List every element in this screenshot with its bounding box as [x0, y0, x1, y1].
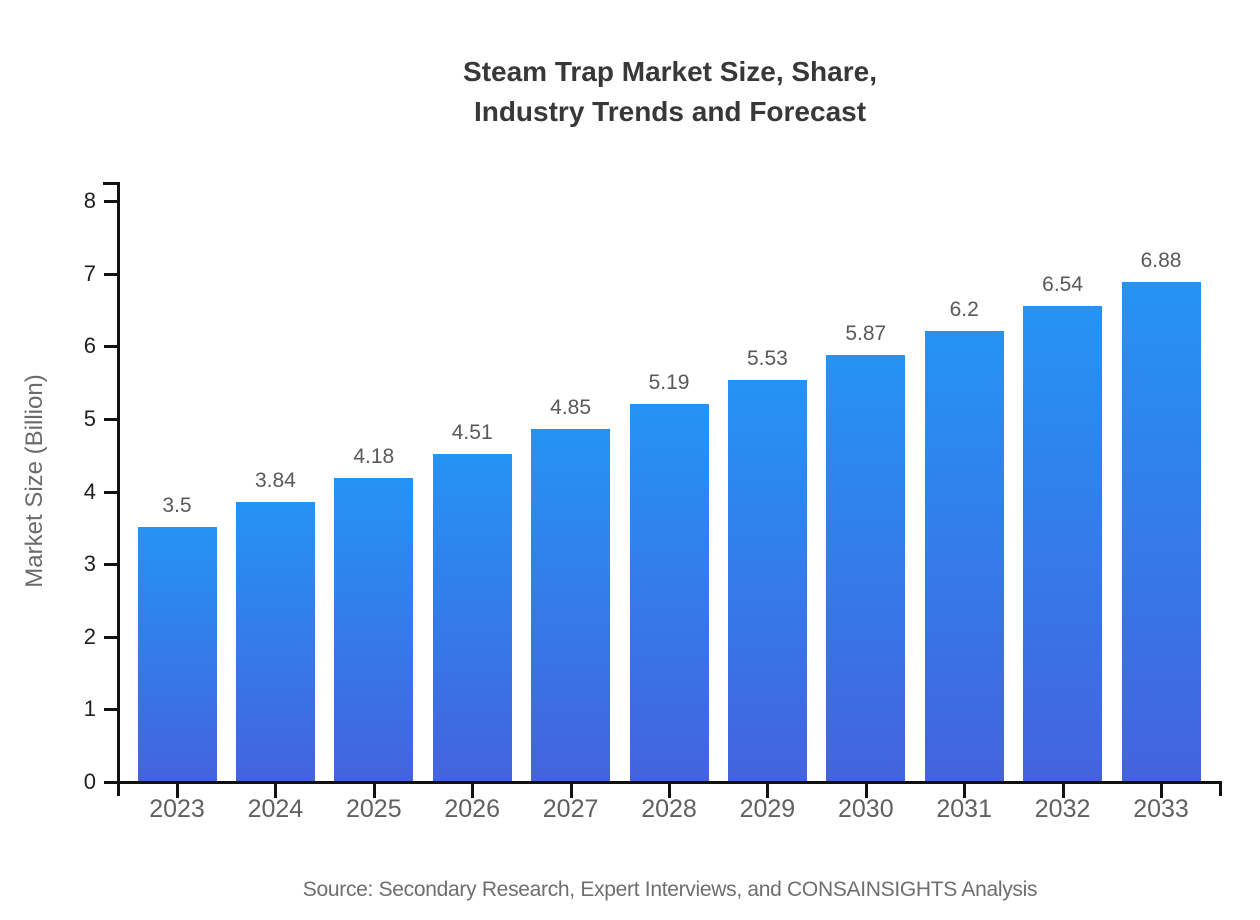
bar: [826, 354, 906, 781]
x-axis-endcap: [1219, 781, 1222, 796]
x-axis-tick: [471, 784, 475, 798]
y-axis-label: Market Size (Billion): [21, 374, 48, 588]
bar: [137, 526, 217, 781]
x-axis-tick-label: 2028: [641, 795, 697, 823]
y-axis-tick: [104, 345, 117, 349]
x-axis-tick: [274, 784, 278, 798]
bar-value-label: 6.88: [1140, 248, 1182, 272]
source-note: Source: Secondary Research, Expert Inter…: [302, 878, 1038, 901]
bar-value-label: 5.87: [845, 321, 887, 345]
x-axis-tick-label: 2023: [149, 795, 205, 823]
x-axis-spine: [117, 781, 1222, 784]
x-axis-tick: [668, 784, 671, 798]
y-axis-tick: [104, 272, 117, 276]
bar-value-label: 3.84: [254, 469, 296, 493]
y-axis-tick: [104, 563, 117, 567]
x-axis-tick-label: 2027: [542, 795, 599, 823]
y-axis-endcap: [103, 182, 117, 185]
x-axis-tick-label: 2029: [739, 795, 796, 823]
bar: [629, 404, 709, 781]
bar-value-label: 5.53: [746, 346, 788, 370]
x-axis-tick-label: 2025: [345, 795, 402, 823]
chart-title-line2: Industry Trends and Forecast: [473, 96, 867, 127]
x-axis-tick-label: 2031: [936, 795, 992, 823]
bar-value-label: 4.85: [550, 395, 592, 419]
x-axis-tick-label: 2030: [837, 795, 894, 823]
y-axis-tick: [104, 200, 117, 204]
y-axis-tick-label: 3: [83, 551, 96, 577]
x-axis-tick: [372, 784, 376, 798]
bar-value-label: 6.2: [949, 297, 979, 321]
chart-title-line1: Steam Trap Market Size, Share,: [463, 56, 877, 87]
bar: [334, 477, 414, 781]
bar: [1023, 306, 1103, 781]
x-axis-tick: [1160, 784, 1163, 798]
y-axis-tick-label: 8: [83, 188, 96, 214]
y-axis-tick-label: 6: [83, 333, 96, 359]
chart-title: Steam Trap Market Size, Share, Industry …: [118, 52, 1222, 132]
x-axis-tick: [766, 784, 770, 798]
bar: [235, 502, 315, 781]
y-axis-tick-label: 1: [83, 696, 96, 722]
bar-value-label: 4.51: [451, 420, 493, 444]
x-axis-tick: [569, 784, 573, 798]
y-axis-tick-label: 2: [83, 623, 96, 649]
y-axis-tick: [104, 708, 117, 712]
bar: [924, 330, 1004, 781]
x-axis-tick-label: 2033: [1133, 795, 1189, 823]
bar-value-label: 5.19: [648, 371, 690, 395]
x-axis-tick: [176, 784, 179, 798]
bar: [432, 453, 512, 781]
x-axis-tick: [1061, 784, 1065, 798]
bar-value-label: 3.5: [162, 493, 192, 517]
y-axis-tick: [104, 490, 117, 494]
y-axis-tick-label: 4: [83, 478, 96, 504]
bar-value-label: 6.54: [1042, 273, 1084, 297]
bar: [727, 379, 807, 781]
y-axis-tick-label: 0: [83, 769, 96, 794]
x-axis-tick-label: 2026: [444, 795, 500, 823]
y-axis-tick: [104, 781, 117, 784]
y-axis-tick: [104, 635, 117, 639]
bar: [531, 428, 611, 781]
x-axis-tick-label: 2024: [247, 795, 304, 823]
y-axis-spine: [117, 182, 120, 796]
x-axis-tick-label: 2032: [1034, 795, 1091, 823]
bar-value-label: 4.18: [353, 444, 395, 468]
y-axis-tick: [104, 418, 117, 421]
bar: [1121, 281, 1201, 781]
x-axis-tick: [864, 784, 868, 798]
x-axis-tick: [963, 784, 967, 798]
y-axis-tick-label: 7: [83, 260, 96, 286]
y-axis-tick-label: 5: [83, 406, 96, 431]
